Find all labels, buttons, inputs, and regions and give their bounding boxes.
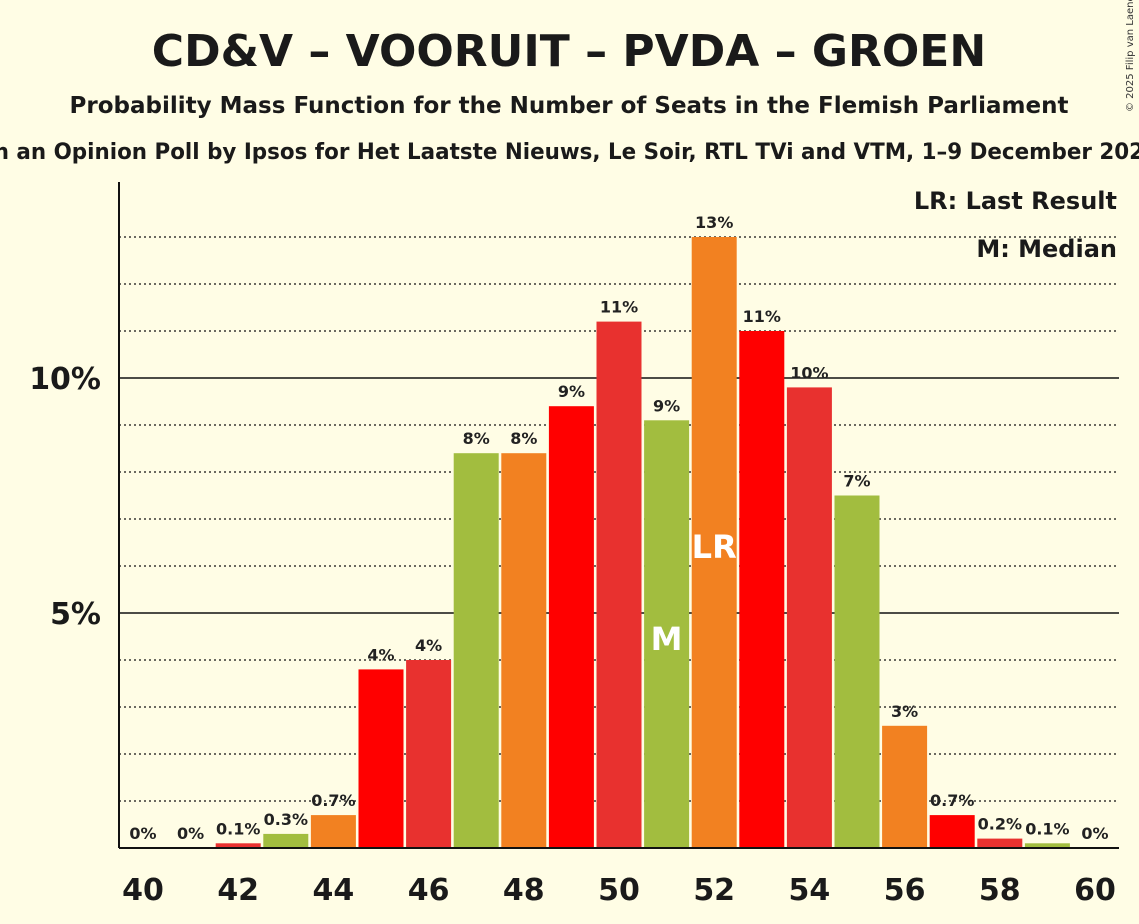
y-tick-label: 10%	[29, 362, 101, 397]
x-tick-label: 42	[217, 873, 259, 908]
bar-seat-42	[215, 843, 261, 848]
legend-median: M: Median	[976, 235, 1117, 263]
bar-seat-46	[406, 660, 452, 848]
bar-seat-49	[548, 406, 594, 848]
median-marker: M	[651, 620, 683, 658]
data-label: 0%	[1081, 824, 1108, 843]
data-label: 4%	[367, 645, 394, 664]
last-result-marker: LR	[692, 528, 737, 566]
data-label: 11%	[743, 307, 781, 326]
data-label: 0.1%	[216, 819, 260, 838]
bar-seat-53	[739, 331, 785, 848]
data-label: 8%	[510, 429, 537, 448]
bar-seat-54	[786, 387, 832, 848]
data-label: 7%	[843, 472, 870, 491]
data-label: 0.1%	[1025, 819, 1069, 838]
data-label: 0.3%	[264, 810, 308, 829]
bar-seat-58	[977, 838, 1023, 848]
x-tick-label: 58	[979, 873, 1021, 908]
data-label: 0.2%	[978, 815, 1022, 834]
bar-seat-55	[834, 495, 880, 848]
chart-subtitle-source: on an Opinion Poll by Ipsos for Het Laat…	[0, 140, 1139, 165]
bar-seat-52	[691, 237, 737, 848]
chart-title: CD&V – VOORUIT – PVDA – GROEN	[152, 26, 986, 77]
bar-seat-56	[882, 725, 928, 848]
data-label: 0%	[177, 824, 204, 843]
data-label: 4%	[415, 636, 442, 655]
x-tick-label: 54	[789, 873, 831, 908]
bar-seat-45	[358, 669, 404, 848]
bar-seat-50	[596, 321, 642, 849]
x-tick-label: 48	[503, 873, 545, 908]
data-label: 3%	[891, 702, 918, 721]
data-label: 11%	[600, 298, 638, 317]
legend: LR: Last Result M: Median	[914, 187, 1117, 263]
x-tick-label: 60	[1074, 873, 1116, 908]
data-label: 9%	[653, 396, 680, 415]
legend-last-result: LR: Last Result	[914, 187, 1117, 215]
x-tick-label: 44	[313, 873, 355, 908]
copyright-notice: © 2025 Filip van Laenen	[1125, 0, 1136, 112]
data-label: 0%	[129, 824, 156, 843]
bar-seat-59	[1024, 843, 1070, 848]
bars	[215, 237, 1070, 849]
x-axis-ticks: 40 42 44 46 48 50 52 54 56 58 60	[122, 873, 1116, 908]
y-tick-label: 5%	[50, 597, 101, 632]
x-tick-label: 46	[408, 873, 450, 908]
bar-seat-43	[263, 833, 309, 848]
x-tick-label: 40	[122, 873, 164, 908]
bar-seat-51	[644, 420, 690, 848]
data-label: 0.7%	[930, 791, 974, 810]
x-tick-label: 56	[884, 873, 926, 908]
data-label: 0.7%	[311, 791, 355, 810]
data-label: 8%	[463, 429, 490, 448]
x-tick-label: 50	[598, 873, 640, 908]
data-label: 10%	[790, 363, 828, 382]
x-tick-label: 52	[693, 873, 735, 908]
chart-subtitle: Probability Mass Function for the Number…	[70, 93, 1069, 119]
data-labels: 0% 0% 0.1% 0.3%0.7%4% 4%8% 8%9%11%9%13%11%10%…	[129, 213, 1108, 843]
data-label: 9%	[558, 382, 585, 401]
bar-seat-48	[501, 453, 547, 848]
y-axis-ticks: 5% 10%	[29, 362, 101, 632]
bar-seat-44	[310, 815, 356, 848]
data-label: 13%	[695, 213, 733, 232]
bar-markers: M LR	[651, 528, 737, 658]
bar-seat-57	[929, 815, 975, 848]
bar-seat-47	[453, 453, 499, 848]
